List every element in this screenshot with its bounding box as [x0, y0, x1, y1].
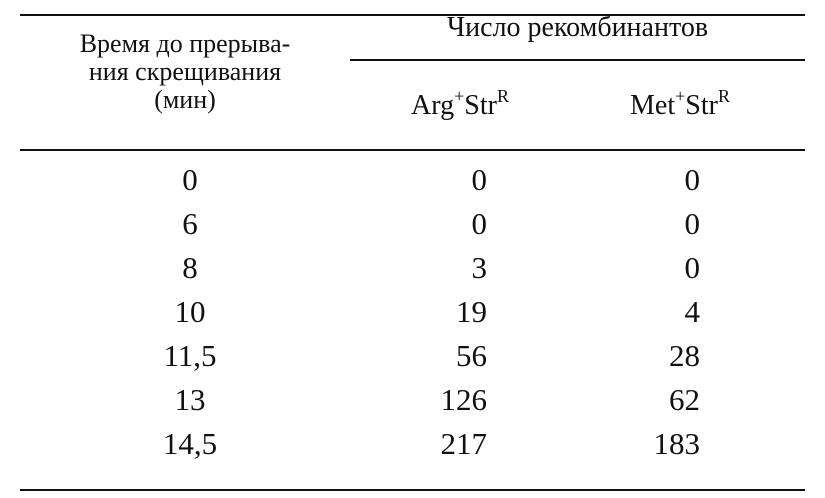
met-count-cell: 0 — [684, 250, 701, 285]
met-count-cell: 0 — [684, 206, 701, 241]
met-count-cell: 183 — [653, 426, 701, 461]
header-text: Str — [464, 90, 497, 121]
time-cell: 13 — [174, 382, 206, 417]
column-header: Met+StrR — [570, 78, 790, 124]
column-header: Arg+StrR — [350, 78, 570, 124]
time-cell: 14,5 — [162, 426, 218, 461]
superscript: + — [454, 86, 465, 106]
group-header: Число рекомбинантов — [446, 12, 709, 43]
time-cell: 8 — [182, 250, 198, 285]
met-count-cell: 28 — [669, 338, 700, 373]
first-column-header: ния скрещивания — [88, 57, 282, 86]
time-cell: 0 — [182, 162, 198, 197]
superscript: R — [717, 86, 730, 106]
header-text: Met — [630, 90, 676, 121]
header-text: Str — [685, 90, 718, 121]
arg-count-cell: 0 — [471, 206, 488, 241]
time-cell: 11,5 — [163, 338, 217, 373]
arg-count-cell: 0 — [471, 162, 488, 197]
arg-count-cell: 19 — [456, 294, 487, 329]
arg-count-cell: 126 — [440, 382, 488, 417]
met-count-cell: 4 — [684, 294, 701, 329]
arg-count-cell: 3 — [471, 250, 488, 285]
first-column-header: Время до прерыва- — [79, 29, 291, 58]
time-cell: 6 — [182, 206, 198, 241]
first-column-header: (мин) — [154, 85, 216, 114]
arg-count-cell: 217 — [440, 426, 488, 461]
header-text: Arg — [411, 90, 455, 121]
superscript: + — [675, 86, 686, 106]
met-count-cell: 62 — [669, 382, 700, 417]
met-count-cell: 0 — [684, 162, 701, 197]
bottom-rule — [20, 489, 805, 491]
time-cell: 10 — [174, 294, 206, 329]
arg-count-cell: 56 — [456, 338, 487, 373]
superscript: R — [496, 86, 509, 106]
group-rule — [350, 59, 805, 61]
top-rule — [20, 14, 805, 16]
header-rule — [20, 149, 805, 151]
